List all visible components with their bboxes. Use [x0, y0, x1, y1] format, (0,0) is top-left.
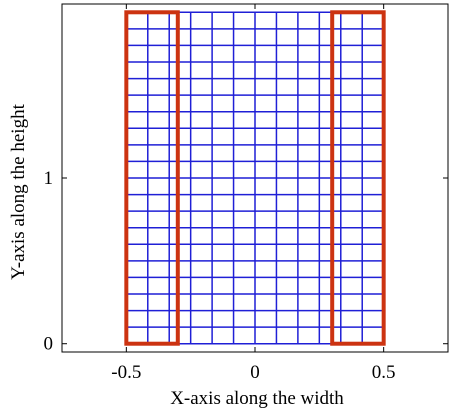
x-axis-label: X-axis along the width: [170, 388, 344, 409]
highlighted-regions: [124, 10, 386, 346]
axis-ticks: -0.5 0 0.5 0 1: [44, 4, 448, 383]
y-axis-label: Y-axis along the height: [8, 103, 29, 279]
y-tick-label: 0: [44, 334, 54, 355]
highlight-region: [124, 10, 180, 346]
x-tick-label: 0: [250, 362, 260, 383]
x-tick-label: 0.5: [372, 362, 396, 383]
x-tick-label: -0.5: [111, 362, 141, 383]
highlight-region: [330, 10, 386, 346]
y-tick-label: 1: [44, 168, 54, 189]
mesh-grid: [125, 11, 385, 345]
